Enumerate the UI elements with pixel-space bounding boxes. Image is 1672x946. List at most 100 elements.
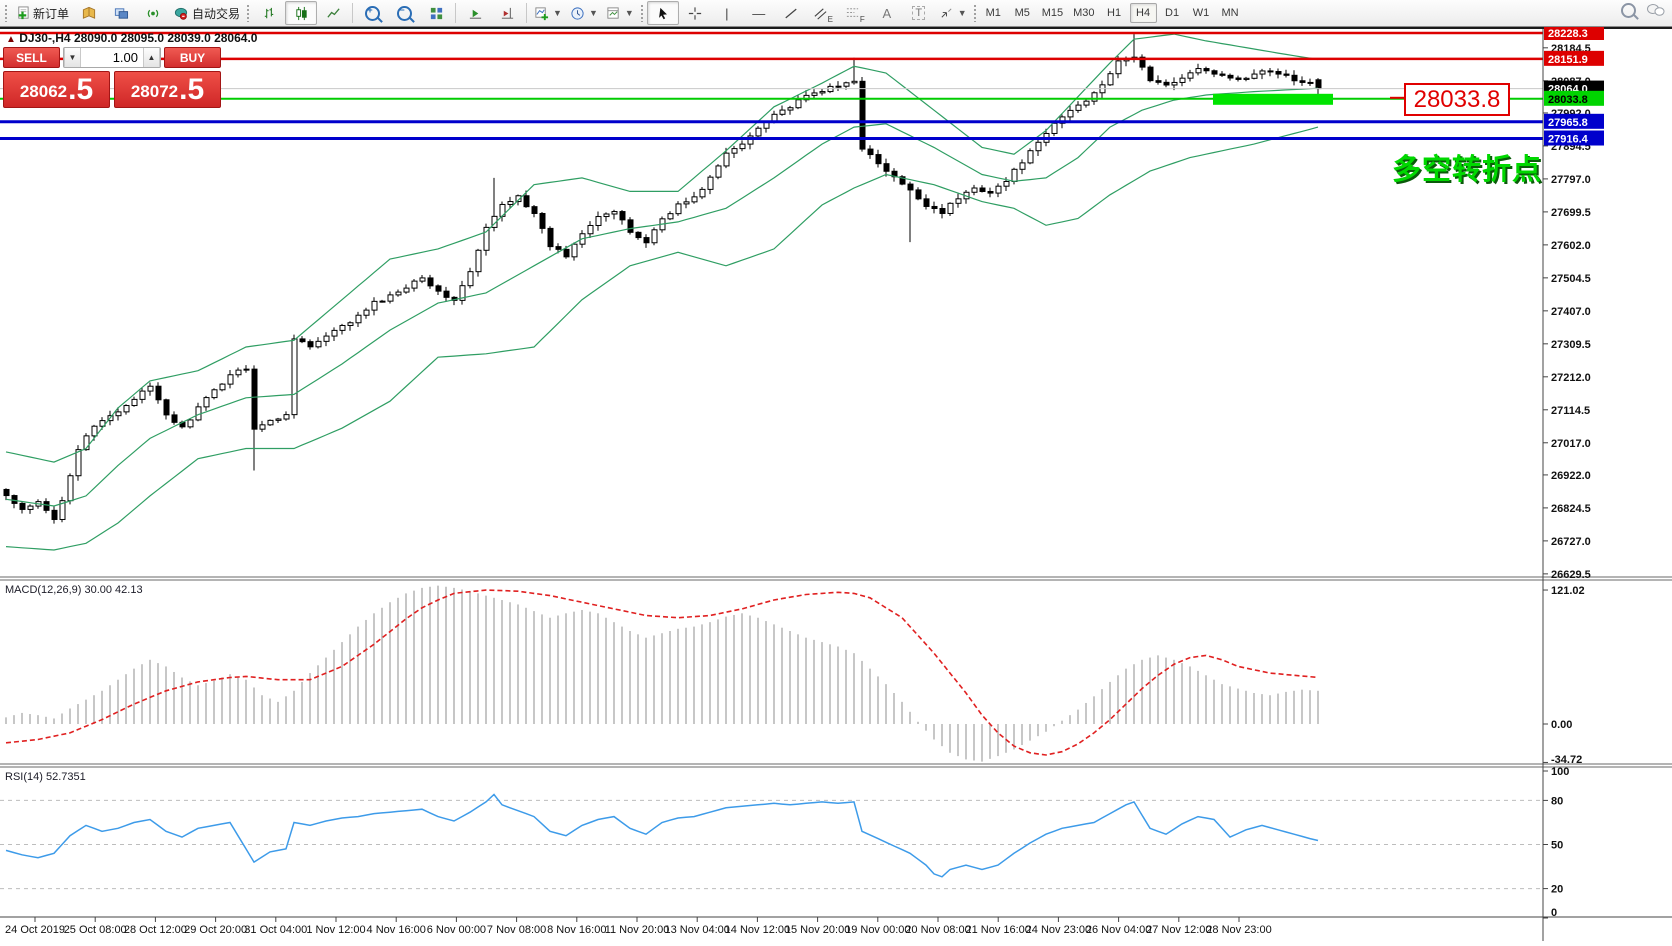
timeframe-w1[interactable]: W1 bbox=[1188, 3, 1215, 23]
line-chart-button[interactable] bbox=[317, 1, 349, 25]
svg-text:26629.5: 26629.5 bbox=[1551, 569, 1591, 581]
new-order-label: 新订单 bbox=[33, 6, 70, 21]
timeframe-m1[interactable]: M1 bbox=[980, 3, 1007, 23]
line-chart-icon bbox=[326, 7, 340, 18]
svg-text:27797.0: 27797.0 bbox=[1551, 174, 1591, 186]
price-callout-box: 28033.8 bbox=[1404, 83, 1510, 116]
profile-icon bbox=[114, 7, 129, 19]
chart-shift-icon bbox=[501, 7, 513, 19]
one-click-trading-panel: SELL ▼ ▲ BUY 28062 .5 28072 .5 bbox=[3, 47, 221, 108]
timeframe-mn[interactable]: MN bbox=[1217, 3, 1244, 23]
chart-shift-button[interactable] bbox=[491, 1, 523, 25]
vertical-line-tool-button[interactable]: | bbox=[711, 1, 743, 25]
crosshair-icon bbox=[688, 6, 701, 20]
shapes-tool-button[interactable]: ▼ bbox=[935, 1, 971, 25]
svg-text:15 Nov 20:00: 15 Nov 20:00 bbox=[785, 924, 850, 936]
indicators-icon bbox=[535, 6, 549, 20]
cursor-tool-button[interactable] bbox=[646, 1, 679, 25]
dropdown-arrow-icon: ▼ bbox=[553, 8, 562, 18]
bar-chart-button[interactable] bbox=[253, 1, 285, 25]
crosshair-tool-button[interactable] bbox=[679, 1, 711, 25]
tile-windows-button[interactable] bbox=[420, 1, 452, 25]
svg-text:28228.3: 28228.3 bbox=[1548, 28, 1588, 40]
new-order-button[interactable]: 新订单 bbox=[11, 1, 73, 25]
equidistant-channel-icon bbox=[814, 7, 827, 20]
autotrade-icon bbox=[174, 7, 188, 20]
label-tool-icon: T bbox=[912, 6, 926, 20]
zoom-out-button[interactable]: − bbox=[388, 1, 420, 25]
cursor-icon bbox=[658, 7, 667, 19]
svg-text:0: 0 bbox=[1551, 907, 1557, 919]
timeframe-h4[interactable]: H4 bbox=[1129, 3, 1157, 23]
buy-price-display[interactable]: 28072 .5 bbox=[114, 71, 221, 108]
text-tool-button[interactable]: A bbox=[871, 1, 903, 25]
periods-button[interactable]: ▼ bbox=[566, 1, 602, 25]
svg-text:-34.72: -34.72 bbox=[1551, 754, 1582, 766]
svg-text:8 Nov 16:00: 8 Nov 16:00 bbox=[547, 924, 606, 936]
sell-price-display[interactable]: 28062 .5 bbox=[3, 71, 110, 108]
toolbar-drag-handle[interactable] bbox=[4, 4, 9, 22]
buy-price-main: 28072 bbox=[130, 82, 179, 101]
volume-stepper: ▼ ▲ bbox=[63, 47, 161, 68]
svg-text:11 Nov 20:00: 11 Nov 20:00 bbox=[605, 924, 670, 936]
fibonacci-tool-button[interactable]: F bbox=[839, 1, 871, 25]
timeframe-h1[interactable]: H1 bbox=[1101, 3, 1128, 23]
svg-text:28 Nov 23:00: 28 Nov 23:00 bbox=[1206, 924, 1271, 936]
svg-text:6 Nov 00:00: 6 Nov 00:00 bbox=[427, 924, 486, 936]
autotrade-button[interactable]: 自动交易 bbox=[169, 1, 244, 25]
channel-tool-button[interactable]: E bbox=[807, 1, 839, 25]
svg-text:24 Oct 2019: 24 Oct 2019 bbox=[5, 924, 65, 936]
market-watch-button[interactable] bbox=[73, 1, 105, 25]
fibo-sub-label: F bbox=[859, 15, 865, 24]
volume-input[interactable] bbox=[81, 48, 143, 67]
toolbar-drag-handle[interactable] bbox=[639, 4, 645, 22]
volume-increase-button[interactable]: ▲ bbox=[143, 48, 160, 67]
sell-button[interactable]: SELL bbox=[3, 47, 60, 68]
indicators-button[interactable]: ▼ bbox=[530, 1, 566, 25]
zoom-in-button[interactable]: + bbox=[356, 1, 388, 25]
svg-text:21 Nov 16:00: 21 Nov 16:00 bbox=[965, 924, 1030, 936]
profile-button[interactable] bbox=[105, 1, 137, 25]
trendline-tool-button[interactable] bbox=[775, 1, 807, 25]
sell-price-frac: .5 bbox=[68, 73, 94, 106]
search-icon[interactable] bbox=[1621, 2, 1636, 18]
timeframe-m5[interactable]: M5 bbox=[1009, 3, 1036, 23]
templates-button[interactable]: ▼ bbox=[602, 1, 638, 25]
svg-text:26824.5: 26824.5 bbox=[1551, 503, 1591, 515]
svg-text:27 Nov 12:00: 27 Nov 12:00 bbox=[1146, 924, 1211, 936]
svg-text:80: 80 bbox=[1551, 795, 1563, 807]
timeframe-d1[interactable]: D1 bbox=[1159, 3, 1186, 23]
text-tool-icon: A bbox=[882, 5, 892, 21]
svg-text:26727.0: 26727.0 bbox=[1551, 536, 1591, 548]
zoom-out-icon: − bbox=[396, 5, 412, 21]
timeframe-m15[interactable]: M15 bbox=[1038, 3, 1067, 23]
auto-scroll-button[interactable] bbox=[459, 1, 491, 25]
tile-windows-icon bbox=[430, 7, 442, 19]
svg-text:27965.8: 27965.8 bbox=[1548, 117, 1588, 129]
dropdown-arrow-icon: ▼ bbox=[624, 8, 634, 18]
buy-button[interactable]: BUY bbox=[164, 47, 221, 68]
volume-decrease-button[interactable]: ▼ bbox=[64, 48, 81, 67]
svg-text:28 Oct 12:00: 28 Oct 12:00 bbox=[124, 924, 187, 936]
turning-point-annotation: 多空转折点 bbox=[1391, 154, 1542, 186]
svg-text:28151.9: 28151.9 bbox=[1548, 54, 1588, 66]
timeframe-m30[interactable]: M30 bbox=[1069, 3, 1098, 23]
candlestick-chart-button[interactable] bbox=[285, 1, 318, 25]
candlestick-chart-icon bbox=[295, 6, 307, 20]
label-tool-button[interactable]: T bbox=[903, 1, 935, 25]
chart-ohlc-values: 28090.0 28095.0 28039.0 28064.0 bbox=[73, 31, 258, 45]
svg-text:20 Nov 08:00: 20 Nov 08:00 bbox=[905, 924, 970, 936]
shapes-icon bbox=[941, 7, 952, 18]
symbol-triangle-icon: ▲ bbox=[6, 34, 16, 45]
svg-text:27699.5: 27699.5 bbox=[1551, 207, 1591, 219]
chart-window: 28184.528087.027992.027894.527797.027699… bbox=[0, 27, 1672, 946]
chart-symbol-period: DJ30-,H4 bbox=[19, 31, 71, 45]
toolbar-drag-handle[interactable] bbox=[972, 4, 978, 22]
svg-text:1 Nov 12:00: 1 Nov 12:00 bbox=[306, 924, 365, 936]
chart-canvas[interactable]: 28184.528087.027992.027894.527797.027699… bbox=[0, 27, 1672, 946]
fibonacci-icon bbox=[846, 7, 858, 17]
signal-button[interactable] bbox=[137, 1, 169, 25]
horizontal-line-tool-button[interactable]: — bbox=[743, 1, 775, 25]
toolbar-drag-handle[interactable] bbox=[246, 4, 252, 22]
chat-icon[interactable] bbox=[1646, 2, 1666, 18]
